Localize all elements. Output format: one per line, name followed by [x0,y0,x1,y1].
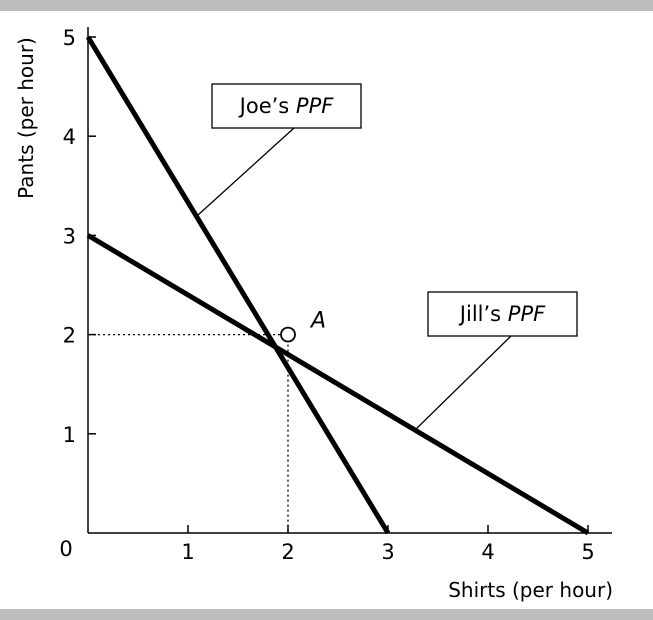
series-line-0 [85,35,391,535]
y-tick-label-1: 1 [63,423,76,447]
tick-labels: 1 2 3 4 5 1 2 3 4 5 0 [59,26,594,564]
y-axis-title: Pants (per hour) [14,37,38,199]
callout-label-0: Joe’s PPF [238,94,335,118]
x-tick-label-5: 5 [581,540,594,564]
x-axis-title: Shirts (per hour) [448,578,613,602]
series-lines [85,35,590,536]
point-label-0: A [309,309,326,334]
x-tick-label-2: 2 [281,540,294,564]
axes [87,27,612,534]
callout-box-1 [427,291,578,337]
y-tick-label-3: 3 [63,224,76,248]
x-tick-label-4: 4 [481,540,494,564]
origin-label: 0 [59,537,72,561]
y-tick-label-2: 2 [63,324,76,348]
top-band [0,0,653,11]
callout-owner-0: Joe’s [238,94,296,118]
callout-0: Joe’s PPF [197,83,362,216]
callout-suffix-1: PPF [508,302,546,326]
callout-label-1: Jill’s PPF [458,302,546,326]
point-marker-0 [280,326,296,343]
y-tick-label-5: 5 [63,26,76,50]
x-tick-label-1: 1 [181,540,194,564]
callout-suffix-0: PPF [296,94,334,118]
callout-1: Jill’s PPF [413,291,578,432]
callout-owner-1: Jill’s [458,302,508,326]
x-tick-label-3: 3 [381,540,394,564]
y-tick-label-4: 4 [63,125,76,149]
bottom-band [0,609,653,620]
callout-leader-1 [413,335,512,432]
annotated-points: A [280,309,326,343]
callout-box-0 [211,83,362,129]
callout-leader-0 [197,127,295,216]
series-line-1 [86,233,590,536]
point-guides [88,333,289,533]
